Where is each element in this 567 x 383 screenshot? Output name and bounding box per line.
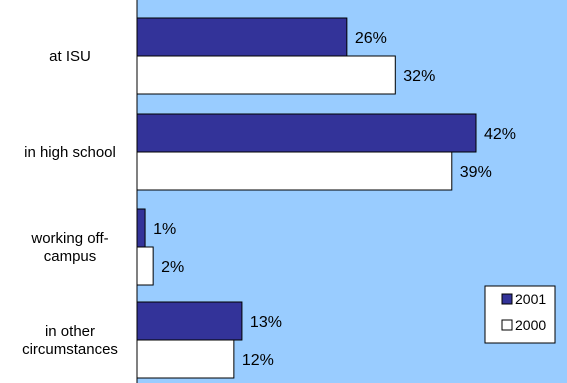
bar-2001-2 (136, 208, 146, 248)
bar-2001-3 (136, 301, 243, 341)
value-label-2001-0: 26% (355, 30, 387, 47)
value-label-2000-3: 12% (242, 352, 274, 369)
category-label-2: working off- (30, 230, 108, 247)
category-label-3: in other (45, 323, 95, 340)
value-labels: 26% 42% 1% 13% 32% 39% 2% 12% (153, 30, 516, 369)
bar-2001-0 (136, 17, 348, 57)
category-label-0: at ISU (49, 48, 91, 65)
value-label-2001-2: 1% (153, 221, 176, 238)
bar-2000-2 (136, 246, 154, 286)
value-label-2000-0: 32% (403, 68, 435, 85)
bar-2000-0 (136, 55, 396, 95)
category-label-3: circumstances (22, 341, 118, 358)
legend-swatch-2000 (501, 319, 513, 331)
category-labels: at ISU in high school working off-campus in… (22, 48, 118, 358)
bar-2000-1 (136, 151, 453, 191)
legend-swatch-2001 (501, 293, 513, 305)
legend-label-2000: 2000 (515, 317, 546, 333)
value-label-2000-2: 2% (161, 259, 184, 276)
legend: 2001 2000 (484, 285, 556, 344)
value-label-2001-1: 42% (484, 126, 516, 143)
bar-2000-3 (136, 339, 235, 379)
category-label-2: campus (44, 248, 97, 265)
legend-label-2001: 2001 (515, 291, 546, 307)
bars (136, 17, 477, 379)
bar-2001-1 (136, 113, 477, 153)
legend-box (484, 285, 556, 344)
value-label-2001-3: 13% (250, 314, 282, 331)
value-label-2000-1: 39% (460, 164, 492, 181)
category-label-1: in high school (24, 144, 116, 161)
